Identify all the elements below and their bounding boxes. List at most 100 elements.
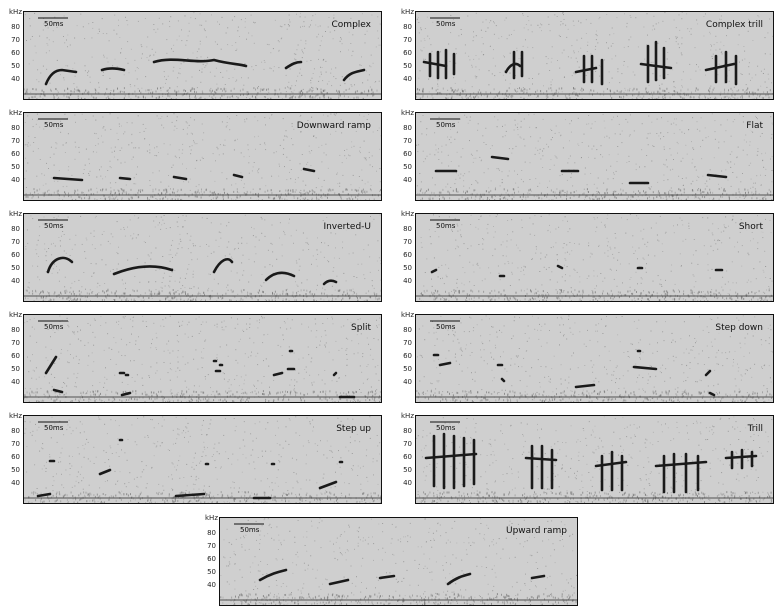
y-tick-label: 50 — [11, 264, 20, 272]
call-trace — [490, 155, 510, 161]
scale-bar-label: 50ms — [44, 424, 64, 432]
call-syllable — [98, 438, 124, 476]
call-syllable — [174, 462, 210, 498]
spectrogram-frame: 50ms Step up — [23, 415, 382, 504]
scale-bar-label: 50ms — [240, 526, 260, 534]
call-trace — [174, 492, 206, 498]
y-tick-label: 50 — [11, 466, 20, 474]
call-syllable — [212, 359, 224, 373]
call-trace — [378, 574, 396, 580]
call-trace — [556, 264, 564, 270]
call-syllable — [422, 48, 456, 80]
call-syllable — [574, 54, 604, 86]
spectrogram-image — [416, 113, 773, 200]
call-trace — [328, 578, 350, 586]
spectrogram-frame: 50ms Inverted-U — [23, 213, 382, 302]
call-trace — [438, 361, 452, 367]
spectrogram-frame: 50ms Complex — [23, 11, 382, 100]
call-syllable — [706, 173, 728, 179]
noise-texture — [220, 518, 577, 605]
scale-bar-label: 50ms — [44, 222, 64, 230]
panel-title: Step down — [713, 323, 765, 333]
call-syllable — [118, 176, 132, 181]
y-tick-label: 40 — [403, 479, 412, 487]
y-tick-label: 70 — [207, 542, 216, 550]
spectrogram-image — [24, 315, 381, 402]
y-tick-label: 40 — [403, 75, 412, 83]
y-tick-label: 80 — [11, 23, 20, 31]
scale-bar-label: 50ms — [436, 121, 456, 129]
y-tick-label: 50 — [11, 62, 20, 70]
y-tick-label: 50 — [403, 365, 412, 373]
call-trace — [706, 173, 728, 179]
axis-unit-label: kHz — [401, 311, 414, 319]
y-tick-label: 60 — [403, 150, 412, 158]
y-tick-label: 60 — [11, 251, 20, 259]
call-syllable — [118, 371, 132, 397]
noise-texture — [24, 12, 381, 99]
axis-unit-label: kHz — [205, 514, 218, 522]
call-syllable — [44, 355, 64, 394]
scale-bar-label: 50ms — [436, 323, 456, 331]
call-trace — [322, 279, 338, 286]
call-trace — [704, 62, 736, 72]
axis-unit-label: kHz — [401, 210, 414, 218]
y-tick-label: 40 — [11, 277, 20, 285]
spectrogram-image — [220, 518, 577, 605]
y-tick-label: 50 — [403, 466, 412, 474]
spectrogram-panel: kHz 80 70 60 50 40 50ms Flat — [395, 109, 775, 207]
spectrogram-panel: kHz 80 70 60 50 40 50ms Complex trill — [395, 8, 775, 106]
y-tick-label: 70 — [403, 36, 412, 44]
y-tick-label: 80 — [11, 225, 20, 233]
noise-texture — [419, 214, 773, 301]
call-syllable — [252, 462, 276, 500]
call-trace — [112, 265, 174, 276]
y-tick-label: 40 — [11, 378, 20, 386]
axis-unit-label: kHz — [9, 311, 22, 319]
axis-unit-label: kHz — [9, 109, 22, 117]
call-trace — [318, 480, 338, 490]
call-syllable — [36, 459, 56, 498]
spectrogram-frame: 50ms Upward ramp — [219, 517, 578, 606]
call-syllable — [704, 50, 738, 86]
call-trace — [422, 60, 448, 68]
y-tick-label: 40 — [403, 378, 412, 386]
call-syllable — [258, 568, 288, 582]
call-syllable — [556, 264, 564, 270]
panel-title: Complex trill — [703, 20, 765, 30]
scale-bar-label: 50ms — [44, 20, 64, 28]
y-tick-label: 80 — [11, 124, 20, 132]
call-syllable — [212, 258, 234, 274]
y-tick-label: 70 — [11, 36, 20, 44]
spectrogram-frame: 50ms Flat — [415, 112, 774, 201]
call-trace — [232, 173, 244, 179]
spectrogram-panel: kHz 80 70 60 50 40 50ms Step up — [3, 412, 383, 510]
call-syllable — [524, 444, 558, 490]
call-syllable — [44, 68, 78, 86]
call-trace — [284, 60, 303, 70]
y-tick-label: 80 — [207, 529, 216, 537]
y-tick-label: 80 — [403, 427, 412, 435]
spectrogram-frame: 50ms Split — [23, 314, 382, 403]
call-trace — [44, 68, 78, 86]
spectrogram-frame: 50ms Complex trill — [415, 11, 774, 100]
spectrogram-panel: kHz 80 70 60 50 40 50ms Trill — [395, 412, 775, 510]
call-syllable — [318, 460, 344, 490]
y-tick-label: 40 — [11, 75, 20, 83]
call-syllable — [530, 574, 546, 580]
call-syllable — [152, 58, 248, 68]
call-trace — [574, 383, 596, 389]
y-tick-label: 70 — [403, 339, 412, 347]
y-tick-label: 60 — [11, 49, 20, 57]
spectrogram-image — [416, 315, 773, 402]
call-syllable — [594, 450, 628, 492]
spectrogram-image — [24, 416, 381, 503]
call-trace — [212, 258, 234, 274]
spectrogram-frame: 50ms Short — [415, 213, 774, 302]
spectrogram-panel: kHz 80 70 60 50 40 50ms Step down — [395, 311, 775, 409]
call-syllable — [654, 452, 708, 494]
scale-bar-label: 50ms — [436, 424, 456, 432]
y-tick-label: 40 — [403, 277, 412, 285]
call-syllable — [112, 265, 174, 276]
y-tick-label: 60 — [403, 251, 412, 259]
